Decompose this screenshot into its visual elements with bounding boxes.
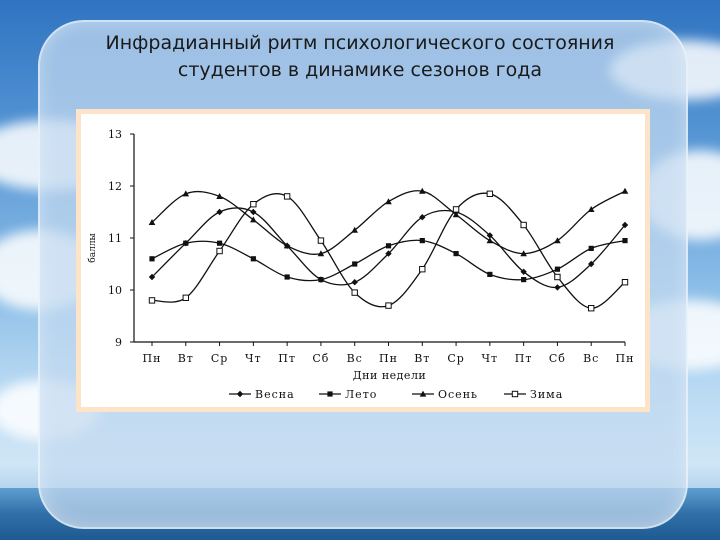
- data-point: [148, 219, 156, 225]
- data-point: [419, 266, 426, 273]
- data-point: [520, 221, 527, 229]
- data-point: [216, 240, 223, 246]
- legend-label: Осень: [438, 388, 478, 401]
- data-point: [554, 284, 561, 291]
- x-tick-label: Сб: [549, 352, 566, 365]
- data-point: [554, 266, 561, 272]
- data-point: [588, 305, 595, 312]
- data-point: [486, 232, 494, 239]
- data-point: [283, 242, 291, 249]
- legend-marker: [419, 390, 427, 397]
- data-point: [250, 208, 257, 216]
- title-line-2: студентов в динамике сезонов года: [177, 59, 543, 81]
- data-point: [486, 237, 494, 244]
- x-tick-label: Чт: [245, 352, 262, 365]
- data-point: [216, 193, 223, 199]
- data-point: [250, 216, 257, 223]
- data-point: [419, 214, 426, 221]
- data-point: [250, 256, 256, 262]
- line-chart: 13 12 11 10 9 баллы Пн Вт Ср Чт Пт Сб Вс Пн Вт Ср Чт Пт Сб…: [87, 128, 635, 401]
- data-point: [352, 261, 358, 267]
- title-line-1: Инфрадианный ритм психологического состо…: [105, 32, 615, 54]
- data-point: [317, 237, 325, 244]
- data-point: [182, 190, 190, 197]
- x-tick-label: Чт: [482, 352, 499, 365]
- data-point: [318, 277, 324, 283]
- data-point: [487, 271, 493, 277]
- x-axis-label: Дни недели: [353, 369, 427, 382]
- data-point: [351, 279, 358, 286]
- y-tick-label: 13: [108, 128, 122, 141]
- y-tick-label: 12: [108, 180, 122, 193]
- x-tick-label: Ср: [447, 352, 464, 365]
- data-point: [588, 260, 595, 268]
- data-point: [621, 279, 629, 286]
- x-tick-label: Вс: [347, 352, 363, 365]
- data-point: [385, 198, 392, 205]
- data-point: [453, 251, 459, 257]
- data-point: [554, 273, 561, 281]
- data-point: [587, 206, 595, 212]
- data-point: [182, 294, 189, 302]
- data-point: [418, 187, 426, 194]
- data-point: [216, 247, 223, 255]
- data-point: [588, 245, 594, 251]
- chart-frame: 13 12 11 10 9 баллы Пн Вт Ср Чт Пт Сб Вс Пн Вт Ср Чт Пт Сб…: [76, 109, 650, 412]
- data-point: [554, 237, 561, 244]
- data-point: [216, 208, 223, 216]
- y-axis-label: баллы: [87, 233, 98, 262]
- x-tick-label: Пт: [278, 352, 296, 365]
- data-point: [452, 211, 460, 218]
- x-tick-label: Вт: [178, 352, 194, 365]
- data-point: [148, 297, 156, 304]
- data-point: [621, 221, 629, 229]
- data-point: [183, 240, 189, 246]
- data-point: [621, 187, 629, 194]
- data-point: [283, 193, 291, 200]
- x-tick-label: Сб: [312, 352, 329, 365]
- legend-label: Весна: [255, 388, 295, 401]
- data-point: [385, 243, 392, 249]
- data-point: [148, 273, 156, 281]
- x-tick-label: Вт: [414, 352, 430, 365]
- x-tick-label: Пн: [143, 352, 162, 365]
- data-point: [250, 201, 257, 208]
- data-point: [486, 190, 494, 197]
- x-tick-label: Пт: [515, 352, 533, 365]
- y-tick-label: 11: [108, 232, 122, 245]
- y-tick-label: 10: [108, 284, 122, 297]
- x-tick-label: Вс: [583, 352, 599, 365]
- y-tick-label: 9: [115, 336, 122, 349]
- chart-area: 13 12 11 10 9 баллы Пн Вт Ср Чт Пт Сб Вс Пн Вт Ср Чт Пт Сб…: [81, 114, 645, 407]
- data-point: [317, 250, 325, 257]
- legend-label: Зима: [530, 388, 563, 401]
- data-point: [622, 238, 628, 244]
- legend-marker: [327, 391, 333, 397]
- data-point: [452, 206, 460, 213]
- data-point: [419, 238, 425, 244]
- data-point: [351, 226, 359, 233]
- data-point: [149, 256, 155, 262]
- legend-marker: [236, 390, 244, 398]
- x-tick-label: Пн: [616, 352, 635, 365]
- legend-label: Лето: [345, 388, 377, 401]
- data-point: [351, 289, 358, 296]
- legend-marker: [511, 390, 519, 398]
- data-point: [521, 277, 527, 283]
- data-point: [520, 250, 527, 257]
- data-point: [385, 250, 392, 257]
- data-point: [284, 274, 290, 280]
- x-tick-label: Ср: [211, 352, 228, 365]
- x-tick-label: Пн: [379, 352, 398, 365]
- slide-title: Инфрадианный ритм психологического состо…: [40, 30, 680, 84]
- data-point: [385, 302, 392, 309]
